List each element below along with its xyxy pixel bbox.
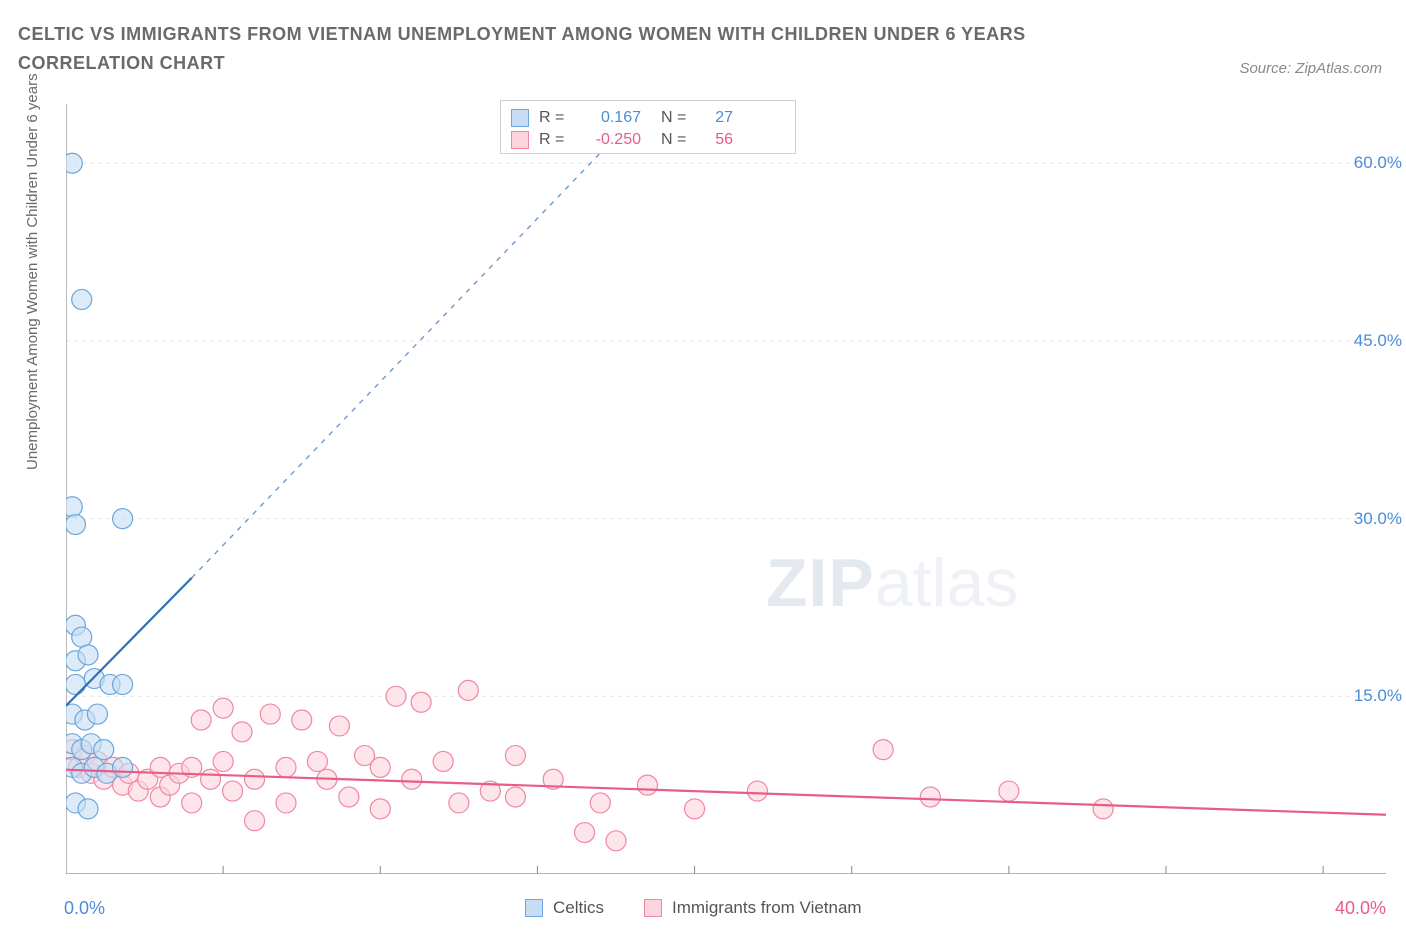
y-tick-label: 15.0% [1354,686,1402,706]
x-axis-right-label: 40.0% [1335,898,1386,919]
y-tick-label: 45.0% [1354,331,1402,351]
source-attribution: Source: ZipAtlas.com [1239,60,1382,77]
stats-legend: R = 0.167 N = 27 R = -0.250 N = 56 [500,100,796,154]
x-axis-left-label: 0.0% [64,898,105,919]
r-label: R = [539,131,573,149]
legend-item-pink: Immigrants from Vietnam [644,898,862,918]
pink-r-value: -0.250 [583,131,641,149]
stats-row-blue: R = 0.167 N = 27 [511,107,785,129]
chart-area: ZIPatlas [66,104,1386,874]
r-label: R = [539,109,573,127]
y-tick-label: 60.0% [1354,153,1402,173]
chart-title: CELTIC VS IMMIGRANTS FROM VIETNAM UNEMPL… [18,20,1118,78]
blue-n-value: 27 [705,109,733,127]
scatter-plot [66,104,1386,874]
legend-pink-label: Immigrants from Vietnam [672,898,862,918]
pink-swatch-icon [511,131,529,149]
blue-r-value: 0.167 [583,109,641,127]
stats-row-pink: R = -0.250 N = 56 [511,129,785,151]
watermark: ZIPatlas [766,544,1018,622]
n-label: N = [661,131,695,149]
y-tick-label: 30.0% [1354,509,1402,529]
blue-swatch-icon [511,109,529,127]
watermark-atlas: atlas [875,545,1019,621]
pink-swatch-icon [644,899,662,917]
pink-n-value: 56 [705,131,733,149]
series-legend: Celtics Immigrants from Vietnam [525,898,862,918]
n-label: N = [661,109,695,127]
watermark-zip: ZIP [766,545,875,621]
y-axis-label: Unemployment Among Women with Children U… [24,73,41,470]
blue-swatch-icon [525,899,543,917]
legend-item-blue: Celtics [525,898,604,918]
legend-blue-label: Celtics [553,898,604,918]
